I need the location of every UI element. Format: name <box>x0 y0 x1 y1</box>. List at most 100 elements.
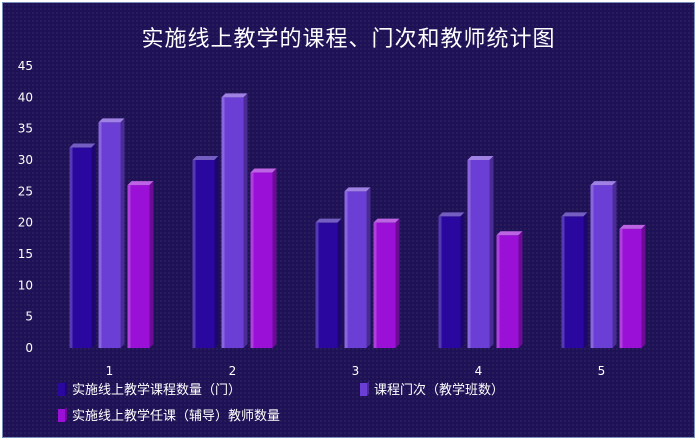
legend-label: 实施线上教学任课（辅导）教师数量 <box>72 408 280 424</box>
bar-highlight <box>250 172 254 348</box>
bar-side <box>337 218 342 348</box>
bar-front <box>192 160 215 348</box>
bar-highlight <box>590 185 594 348</box>
bar-side <box>149 181 154 348</box>
bar-top <box>561 212 588 217</box>
bar-side <box>91 143 96 348</box>
x-tick-label: 1 <box>106 364 114 378</box>
bar-top <box>315 218 342 223</box>
bar-highlight <box>192 160 196 348</box>
legend-item: 实施线上教学课程数量（门） <box>58 381 241 398</box>
y-tick-label: 25 <box>18 184 33 198</box>
bar-side <box>272 168 277 348</box>
bar-top <box>221 93 248 98</box>
legend-swatch <box>58 409 65 422</box>
bar <box>250 168 277 348</box>
bar-top <box>192 156 219 160</box>
bar-front <box>467 160 490 348</box>
bar-front <box>221 97 244 348</box>
bar-side <box>366 187 371 348</box>
legend: 实施线上教学课程数量（门） 课程门次（教学班数） 实施线上教学任课（辅导）教师数量 <box>58 381 504 424</box>
bar-side <box>612 181 617 348</box>
x-tick-label: 2 <box>229 364 237 378</box>
legend-swatch <box>360 383 367 396</box>
bar-top <box>98 118 125 123</box>
bar <box>69 143 96 348</box>
legend-swatch-side <box>65 407 67 422</box>
bar-front <box>315 222 338 348</box>
bar-top <box>590 181 617 186</box>
bar-side <box>214 156 219 348</box>
y-tick-label: 40 <box>18 90 33 104</box>
bar <box>315 218 342 348</box>
bar <box>467 156 494 348</box>
legend-label: 课程门次（教学班数） <box>374 382 504 398</box>
x-axis-ticks: 1 2 3 4 5 <box>106 364 606 378</box>
bar-top <box>250 168 277 173</box>
bar <box>561 212 588 348</box>
bar-highlight <box>127 185 131 348</box>
bar-front <box>373 222 396 348</box>
bar <box>619 224 646 348</box>
x-tick-label: 5 <box>598 364 606 378</box>
legend-label: 实施线上教学课程数量（门） <box>72 382 241 398</box>
legend-swatch-side <box>65 381 67 396</box>
bar-front <box>344 191 367 348</box>
bar-front <box>590 185 613 348</box>
bar-top <box>619 224 646 229</box>
y-tick-label: 30 <box>18 153 33 167</box>
bar-top <box>373 218 400 223</box>
bar-highlight <box>619 228 623 348</box>
bar-top <box>127 181 154 186</box>
bar-side <box>243 93 248 348</box>
bar-front <box>250 172 273 348</box>
chart-title: 实施线上教学的课程、门次和教师统计图 <box>141 27 556 52</box>
bar-top <box>438 212 465 217</box>
legend-item: 课程门次（教学班数） <box>360 381 504 398</box>
bar-side <box>120 118 125 349</box>
y-axis-ticks: 0 5 10 15 20 25 30 35 40 45 <box>18 59 33 355</box>
bar-front <box>561 216 584 348</box>
bar-highlight <box>561 216 565 348</box>
bar <box>98 118 125 349</box>
bar-highlight <box>438 216 442 348</box>
bar-highlight <box>315 222 319 348</box>
legend-swatch <box>58 383 65 396</box>
y-tick-label: 15 <box>18 247 33 261</box>
bar-side <box>460 212 465 348</box>
bar-highlight <box>69 147 73 348</box>
bar-front <box>69 147 92 348</box>
bar-marks <box>69 93 646 349</box>
y-tick-label: 5 <box>25 310 33 324</box>
bar-side <box>489 156 494 348</box>
bar <box>344 187 371 348</box>
bar-side <box>641 224 646 348</box>
bar-side <box>518 231 523 348</box>
bar-highlight <box>373 222 377 348</box>
bar <box>192 156 219 348</box>
bar <box>127 181 154 348</box>
y-tick-label: 10 <box>18 278 33 292</box>
bar-front <box>127 185 150 348</box>
bar-side <box>395 218 400 348</box>
bar-front <box>619 228 642 348</box>
bar-highlight <box>344 191 348 348</box>
y-tick-label: 0 <box>25 341 33 355</box>
bar-top <box>344 187 371 192</box>
bar <box>590 181 617 348</box>
y-tick-label: 35 <box>18 122 33 136</box>
x-tick-label: 3 <box>352 364 360 378</box>
bar-front <box>496 235 519 348</box>
bar-top <box>496 231 523 236</box>
bar-highlight <box>221 97 225 348</box>
bar-top <box>467 156 494 160</box>
y-tick-label: 45 <box>18 59 33 73</box>
bar-highlight <box>467 160 471 348</box>
bar <box>496 231 523 348</box>
bar-front <box>98 122 121 349</box>
legend-item: 实施线上教学任课（辅导）教师数量 <box>58 407 280 424</box>
bar-highlight <box>496 235 500 348</box>
bar <box>438 212 465 348</box>
